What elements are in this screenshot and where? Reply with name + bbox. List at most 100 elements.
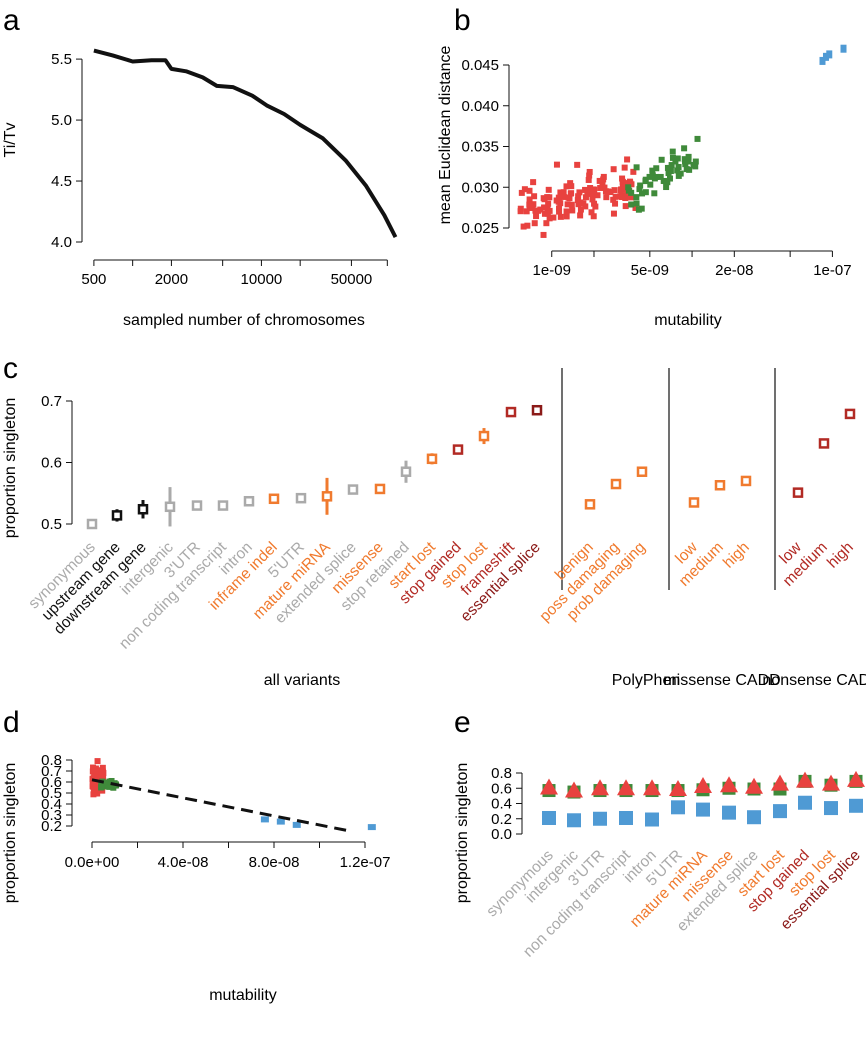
panel-b-point [526, 187, 533, 194]
panel-e-point-square [773, 804, 787, 819]
panel-b-point [537, 206, 544, 213]
panel-b-point [543, 220, 550, 227]
panel-b-point [677, 170, 684, 177]
panel-e-point-square [567, 813, 581, 828]
panel-b-point [575, 201, 582, 208]
panel-c-ylabel: proportion singleton [2, 398, 19, 539]
panel-c-point [844, 408, 856, 420]
panel-e-point-square [542, 810, 556, 825]
panel-d-ytick-label: 0.6 [41, 774, 62, 791]
panel-b-point [517, 205, 524, 212]
panel-b-ytick-label: 0.045 [461, 57, 499, 74]
panel-b-point [822, 52, 829, 61]
panel-b-point [569, 207, 576, 214]
panel-b-point [674, 167, 681, 174]
panel-d-points [89, 758, 376, 832]
panel-b-point [545, 200, 552, 207]
panel-b-point [664, 164, 671, 171]
panel-c-point [584, 499, 596, 510]
panel-e-point-triangle [720, 776, 738, 793]
panel-b-point [628, 201, 635, 208]
panel-d-point [93, 783, 100, 790]
panel-b-point [611, 187, 618, 194]
panel-a-ytick-label: 5.5 [51, 51, 72, 68]
panel-b-point [603, 194, 610, 201]
panel-b-xlabel: mutability [654, 312, 722, 329]
panel-b-point [628, 194, 635, 201]
panel-b-point [602, 188, 609, 195]
panel-b-point [586, 172, 593, 179]
panel-b-point [826, 50, 833, 59]
panel-b-point [531, 220, 538, 227]
panel-d-point [93, 770, 100, 777]
panel-b-point [568, 183, 575, 190]
panel-b-point [575, 193, 582, 200]
panel-e-point-triangle [822, 774, 840, 791]
panel-b-point [651, 175, 658, 182]
panel-b-point [585, 176, 592, 183]
panel-d-point [107, 781, 114, 788]
panel-c-point [452, 444, 464, 455]
panel-a: sampled number of chromosomes Ti/Tv 4.0 4… [2, 48, 398, 329]
panel-b-point [526, 204, 533, 211]
panel-b-point [541, 196, 548, 203]
panel-letter-d: d [3, 706, 20, 739]
panel-e-point-square [824, 801, 838, 816]
panel-b-point [533, 213, 540, 220]
panel-b-point [651, 190, 658, 197]
panel-e-point-triangle [565, 781, 583, 798]
panel-b-point [690, 161, 697, 168]
panel-b-point [520, 223, 527, 230]
panel-d-point [94, 758, 101, 765]
panel-b-ytick-label: 0.040 [461, 98, 499, 115]
panel-a-line [93, 48, 398, 239]
panel-a-xtick-label: 2000 [155, 271, 188, 288]
panel-b-point [627, 180, 634, 187]
panel-e-point-triangle [771, 774, 789, 791]
panel-d-xtick-label: 0.0e+00 [65, 854, 120, 871]
panel-e-point-square [722, 805, 736, 820]
panel-b-point [610, 166, 617, 173]
panel-b-point [589, 196, 596, 203]
panel-e-ylabel: proportion singleton [454, 763, 471, 904]
panel-e-point-triangle [617, 779, 635, 796]
panel-b-point [612, 200, 619, 207]
panel-e-point-triangle [591, 779, 609, 796]
panel-b-point [560, 189, 567, 196]
panel-a-xlabel: sampled number of chromosomes [123, 312, 365, 329]
panel-b-point [576, 189, 583, 196]
panel-b-point [658, 156, 665, 163]
panel-b-point [540, 231, 547, 238]
panel-b-point [642, 176, 649, 183]
panel-d-xtick-label: 8.0e-08 [249, 854, 300, 871]
panel-b-point [601, 184, 608, 191]
panel-c-point [740, 475, 752, 487]
panel-b-ytick-label: 0.035 [461, 139, 499, 156]
panel-b-point [647, 181, 654, 188]
panel-b-point [596, 177, 603, 184]
panel-b-point [587, 185, 594, 192]
panel-b-point [622, 195, 629, 202]
panel-b-point [544, 210, 551, 217]
panel-d-point [94, 790, 101, 797]
panel-b-point [669, 154, 676, 161]
panel-c-point [714, 480, 726, 491]
panel-b: mutability mean Euclidean distance 0.025… [437, 44, 852, 329]
panel-b-point [692, 158, 699, 165]
panel-b-point [574, 197, 581, 204]
panel-c-point [610, 478, 622, 490]
panel-e-marks: 0.00.20.40.60.8synonymousintergenic3'UTR… [483, 765, 865, 961]
panel-b-point [586, 168, 593, 175]
panel-b-point [577, 206, 584, 213]
panel-b-point [819, 56, 826, 65]
panel-b-point [597, 184, 604, 191]
panel-b-point [523, 208, 530, 215]
panel-b-point [590, 191, 597, 198]
panel-b-ytick-label: 0.030 [461, 179, 499, 196]
panel-e-point-square [798, 795, 812, 810]
panel-b-point [532, 207, 539, 214]
panel-d-ytick-label: 0.7 [41, 763, 62, 780]
panel-b-point [565, 194, 572, 201]
panel-d-point [99, 774, 106, 781]
